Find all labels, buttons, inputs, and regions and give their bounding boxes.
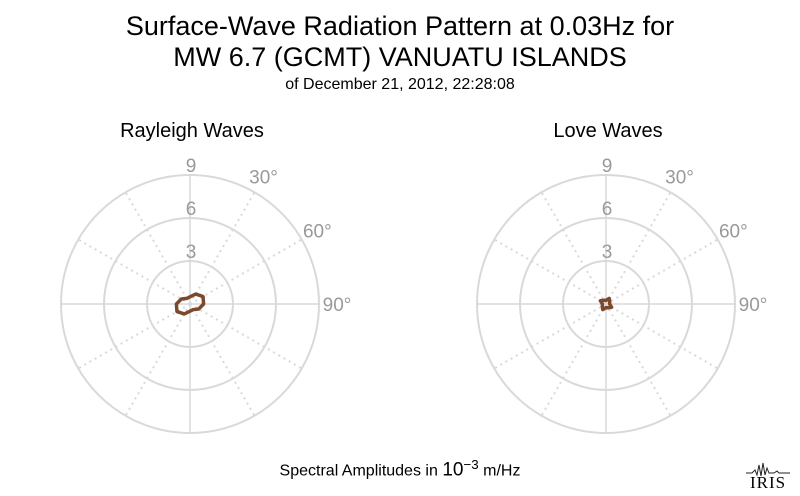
grid-spoke — [189, 191, 256, 305]
grid-spoke — [189, 238, 303, 305]
angle-tick-label: 60° — [719, 222, 748, 243]
iris-logo-text: IRIS — [749, 473, 787, 492]
amplitude-units-caption: Spectral Amplitudes in 10−3 m/Hz — [0, 453, 800, 483]
grid-ring — [103, 217, 277, 391]
angle-tick-label: 90° — [739, 295, 768, 316]
radiation-pattern-line — [598, 296, 614, 312]
angle-tick-label: 30° — [665, 168, 694, 189]
grid-spoke — [605, 238, 719, 305]
grid-ring — [60, 174, 320, 434]
grid-ring — [476, 174, 736, 434]
angle-tick-label: 60° — [303, 222, 332, 243]
chart-subtitle: of December 21, 2012, 22:28:08 — [285, 76, 515, 93]
rayleigh-polar-plot: 3 6 9 30° 60° 90° — [60, 156, 352, 434]
grid-spoke — [493, 238, 607, 305]
grid-spoke — [189, 303, 256, 417]
radial-tick-label: 6 — [602, 199, 613, 220]
grid-ring — [146, 260, 234, 348]
caption-unit: m/Hz — [483, 462, 521, 480]
grid-ring — [562, 260, 650, 348]
grid-spoke — [540, 191, 607, 305]
grid-spoke — [77, 238, 191, 305]
grid-spoke — [605, 303, 719, 370]
grid-spoke — [605, 303, 672, 417]
caption-prefix: Spectral Amplitudes in — [279, 462, 438, 480]
angle-tick-label: 30° — [249, 168, 278, 189]
grid-spoke — [605, 191, 672, 305]
seismogram-icon — [746, 462, 790, 477]
radiation-pattern-line — [174, 292, 206, 316]
grid-spoke — [77, 303, 191, 370]
angle-tick-label: 90° — [323, 295, 352, 316]
grid-ring — [519, 217, 693, 391]
grid-spoke — [189, 303, 303, 370]
chart-title-line2: MW 6.7 (GCMT) VANUATU ISLANDS — [173, 42, 627, 72]
rayleigh-panel-title: Rayleigh Waves — [120, 120, 264, 142]
grid-spoke — [493, 303, 607, 370]
love-panel-title: Love Waves — [553, 120, 663, 142]
grid-spoke — [124, 303, 191, 417]
radial-tick-label: 9 — [186, 156, 197, 177]
radial-tick-label: 6 — [186, 199, 197, 220]
caption-power-exponent: −3 — [463, 457, 479, 472]
grid-spoke — [540, 303, 607, 417]
love-polar-plot: 3 6 9 30° 60° 90° — [476, 156, 768, 434]
grid-spoke — [124, 191, 191, 305]
radial-tick-label: 3 — [186, 242, 197, 263]
iris-logo: IRIS — [744, 461, 792, 491]
caption-power-base: 10 — [442, 459, 464, 481]
radial-tick-label: 9 — [602, 156, 613, 177]
radial-tick-label: 3 — [602, 242, 613, 263]
chart-title-line1: Surface-Wave Radiation Pattern at 0.03Hz… — [125, 11, 675, 41]
